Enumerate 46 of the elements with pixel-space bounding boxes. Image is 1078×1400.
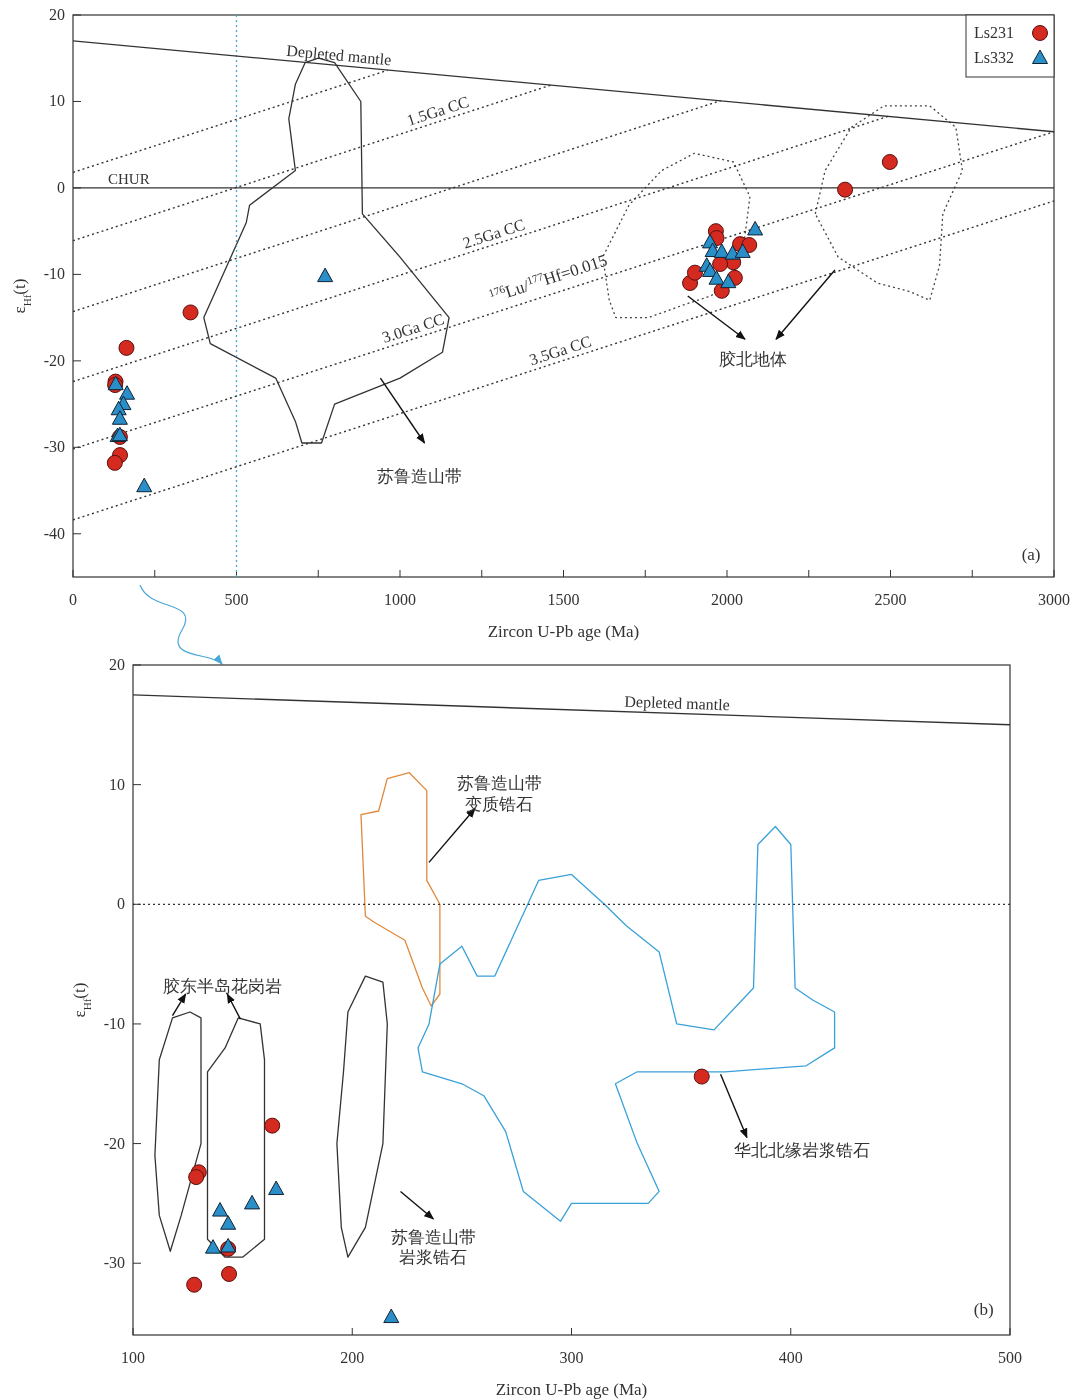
y-tick-label: 0 — [117, 895, 125, 913]
y-tick-label: -10 — [43, 265, 65, 283]
annotation: 变质锆石 — [465, 794, 534, 814]
x-tick-label: 400 — [778, 1349, 803, 1366]
y-tick-label: 10 — [49, 92, 65, 110]
annotation: 苏鲁造山带 — [390, 1227, 476, 1247]
x-axis-title: Zircon U-Pb age (Ma) — [495, 1380, 648, 1399]
x-tick-label: 500 — [998, 1349, 1022, 1366]
y-tick-label: -40 — [43, 524, 65, 542]
x-tick-label: 300 — [559, 1349, 584, 1366]
annotation: (b) — [973, 1299, 994, 1319]
text: 2.5Ga CC — [460, 215, 527, 252]
y-tick-label: 20 — [49, 6, 65, 23]
text: Depleted mantle — [285, 41, 393, 70]
x-tick-label: 1500 — [547, 591, 580, 608]
text: 3.0Ga CC — [380, 310, 447, 346]
y-tick-label: -20 — [43, 351, 65, 369]
y-tick-label: -30 — [43, 438, 65, 456]
annotation: 胶北地体 — [719, 350, 788, 370]
text: 1.5Ga CC — [404, 92, 471, 129]
y-tick-label: -20 — [103, 1134, 125, 1152]
text: 3.5Ga CC — [527, 332, 594, 369]
y-tick-label: 0 — [57, 178, 65, 196]
y-tick-label: -10 — [103, 1014, 125, 1032]
annotation: 苏鲁造山带 — [377, 466, 463, 486]
x-tick-label: 2000 — [711, 591, 743, 608]
legend-label: Ls231 — [974, 24, 1014, 41]
x-tick-label: 500 — [224, 591, 249, 608]
x-tick-label: 1000 — [384, 591, 416, 608]
ref-line-label: CHUR — [108, 170, 150, 187]
x-tick-label: 200 — [340, 1349, 365, 1366]
annotation: 苏鲁造山带 — [456, 774, 542, 794]
x-tick-label: 100 — [121, 1349, 145, 1366]
x-tick-label: 0 — [69, 591, 77, 608]
y-tick-label: 20 — [109, 656, 125, 673]
y-tick-label: -30 — [103, 1254, 125, 1272]
x-tick-label: 3000 — [1038, 591, 1070, 608]
annotation: (a) — [1021, 544, 1041, 564]
y-tick-label: 10 — [109, 775, 125, 793]
legend-label: Ls332 — [974, 49, 1014, 66]
x-tick-label: 2500 — [874, 591, 907, 608]
x-axis-title: Zircon U-Pb age (Ma) — [487, 622, 640, 641]
annotation: 胶东半岛花岗岩 — [163, 976, 283, 996]
annotation: 岩浆锆石 — [399, 1248, 468, 1268]
annotation: 华北北缘岩浆锆石 — [733, 1140, 870, 1160]
series-label: Depleted mantle — [624, 692, 730, 715]
